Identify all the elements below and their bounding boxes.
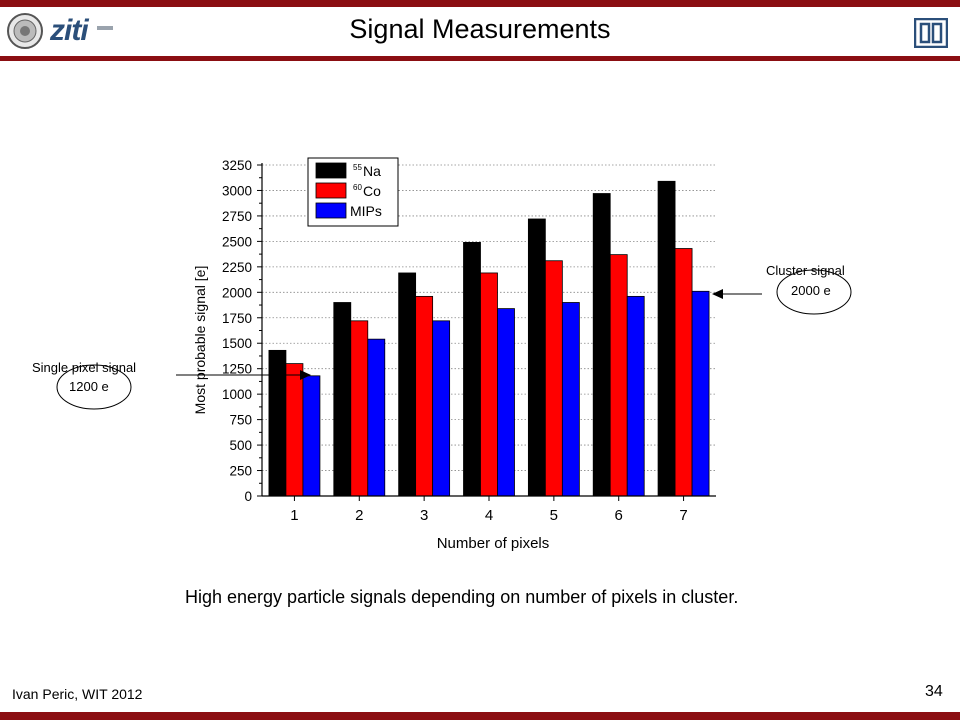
x-tick-label: 7 — [679, 507, 687, 524]
bar-mips-6 — [626, 295, 645, 497]
y-tick-label: 1000 — [222, 387, 252, 402]
cluster-signal-arrowhead — [712, 289, 723, 299]
x-tick-label: 6 — [615, 507, 623, 524]
bar-co-4 — [480, 272, 498, 497]
ziti-logo: ziti — [50, 14, 89, 47]
bar-na-4 — [463, 242, 481, 497]
header-rule — [0, 56, 960, 61]
y-tick-label: 750 — [229, 413, 252, 428]
bar-na-6 — [592, 193, 611, 497]
bar-mips-3 — [432, 320, 451, 497]
x-tick-label: 1 — [290, 507, 298, 524]
y-tick-label: 2500 — [222, 234, 252, 249]
university-seal-icon — [7, 13, 43, 49]
slide-caption: High energy particle signals depending o… — [185, 587, 739, 607]
legend-swatch — [315, 182, 347, 199]
y-tick-label: 1750 — [222, 311, 252, 326]
bar-na-3 — [398, 272, 417, 497]
y-tick-label: 250 — [229, 464, 252, 479]
bar-co-1 — [285, 363, 304, 497]
legend-label: MIPs — [350, 203, 382, 219]
bar-mips-5 — [561, 302, 580, 497]
bar-na-5 — [527, 218, 546, 497]
page-title: Signal Measurements — [349, 14, 611, 44]
bar-co-5 — [544, 260, 563, 497]
y-tick-label: 3000 — [222, 183, 252, 198]
y-tick-label: 1250 — [222, 362, 252, 377]
bar-co-3 — [415, 295, 434, 497]
cluster-signal-ellipse — [776, 269, 852, 315]
institute-logo-icon — [914, 18, 948, 48]
bar-co-6 — [609, 254, 628, 497]
bar-na-2 — [333, 302, 352, 497]
bar-mips-7 — [691, 290, 710, 497]
bar-mips-4 — [497, 308, 515, 497]
legend-superscript: 55 — [353, 163, 362, 172]
legend-superscript: 60 — [353, 183, 362, 192]
y-tick-label: 500 — [229, 438, 252, 453]
bar-co-7 — [674, 248, 693, 497]
legend-swatch — [315, 162, 347, 179]
x-tick-label: 3 — [420, 507, 428, 524]
bar-co-2 — [350, 320, 369, 497]
single-pixel-ellipse — [56, 364, 132, 410]
x-tick-label: 5 — [550, 507, 558, 524]
single-pixel-label: Single pixel signal — [32, 360, 137, 375]
single-pixel-arrowhead — [300, 370, 311, 380]
bar-na-7 — [657, 180, 676, 497]
ziti-logo-mark — [97, 26, 113, 30]
y-tick-label: 0 — [244, 489, 252, 504]
cluster-signal-label: Cluster signal — [766, 263, 845, 278]
top-accent-bar — [0, 0, 960, 7]
cluster-signal-value: 2000 e — [791, 283, 831, 298]
bottom-accent-bar — [0, 712, 960, 720]
single-pixel-value: 1200 e — [69, 379, 109, 394]
x-tick-label: 2 — [355, 507, 363, 524]
bar-na-1 — [268, 349, 287, 497]
page-number: 34 — [925, 683, 943, 700]
y-tick-label: 3250 — [222, 158, 252, 173]
y-tick-label: 1500 — [222, 336, 252, 351]
y-tick-label: 2750 — [222, 209, 252, 224]
footer-author: Ivan Peric, WIT 2012 — [12, 686, 143, 702]
legend-swatch — [315, 202, 347, 219]
x-tick-label: 4 — [485, 507, 493, 524]
bar-mips-2 — [367, 338, 386, 497]
y-tick-label: 2250 — [222, 260, 252, 275]
legend-label: Co — [363, 183, 381, 199]
y-axis-label: Most probable signal [e] — [192, 266, 208, 415]
legend-label: Na — [363, 163, 381, 179]
y-tick-label: 2000 — [222, 285, 252, 300]
bar-mips-1 — [302, 375, 321, 497]
x-axis-label: Number of pixels — [437, 535, 550, 552]
